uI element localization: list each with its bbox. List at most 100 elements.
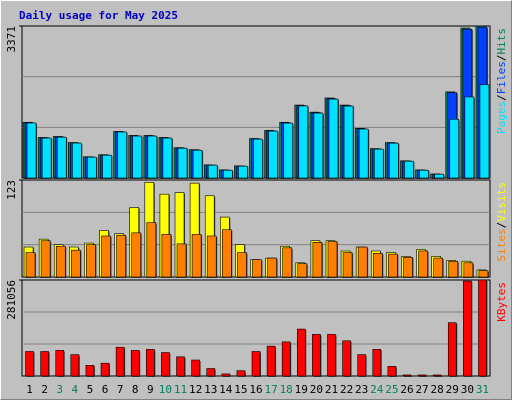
legend: Pages/Files/Hits <box>495 28 508 134</box>
legend-entry: Visits <box>495 182 508 222</box>
bar <box>116 234 126 278</box>
legend-entry: Sites <box>495 228 508 261</box>
bar <box>358 128 369 179</box>
bar <box>102 154 112 179</box>
bar <box>238 165 248 179</box>
bar <box>252 259 262 278</box>
bar <box>70 354 80 377</box>
x-tick-label: 3 <box>56 383 63 396</box>
bar <box>87 156 97 179</box>
bar <box>418 250 428 278</box>
bar <box>463 280 472 377</box>
bar-shadow <box>434 375 443 377</box>
x-tick-label: 23 <box>355 383 368 396</box>
legend-entry: Pages <box>495 101 508 134</box>
bar <box>206 368 216 377</box>
legend: KBytes <box>495 282 508 322</box>
bar <box>222 229 232 278</box>
x-tick-label: 2 <box>41 383 48 396</box>
x-tick-label: 8 <box>132 383 139 396</box>
bar <box>448 260 459 278</box>
bar <box>282 247 292 278</box>
bar <box>25 252 36 278</box>
x-tick-label: 13 <box>204 383 217 396</box>
bar <box>357 246 368 278</box>
bar <box>177 147 188 179</box>
bar <box>297 263 308 278</box>
bar <box>55 245 66 278</box>
bar <box>372 349 382 377</box>
bar <box>26 122 37 179</box>
x-tick-label: 21 <box>325 383 338 396</box>
bar-shadow <box>403 375 412 377</box>
x-tick-label: 5 <box>87 383 94 396</box>
x-tick-label: 26 <box>400 383 413 396</box>
legend: Sites/Visits <box>495 182 508 262</box>
bar <box>251 351 261 377</box>
x-tick-label: 30 <box>461 383 474 396</box>
bar <box>357 354 366 377</box>
x-tick-label: 12 <box>189 383 202 396</box>
bar <box>342 340 351 377</box>
bar <box>296 328 306 377</box>
bar <box>403 256 413 278</box>
bar <box>40 351 49 377</box>
bar <box>267 257 277 278</box>
bar <box>72 142 82 179</box>
legend-entry: Files <box>495 61 508 94</box>
bar <box>312 334 321 377</box>
x-tick-label: 16 <box>249 383 262 396</box>
bar <box>207 164 218 179</box>
chart-title: Daily usage for May 2025 <box>19 9 178 22</box>
bar <box>161 234 172 278</box>
legend-separator: / <box>495 55 508 62</box>
bar <box>478 270 489 278</box>
bar <box>268 130 278 179</box>
bar <box>146 222 157 278</box>
x-tick-label: 17 <box>264 383 277 396</box>
bar <box>176 356 185 377</box>
x-tick-label: 18 <box>280 383 293 396</box>
x-tick-label: 1 <box>26 383 33 396</box>
bar <box>147 135 158 179</box>
bar <box>86 244 96 278</box>
x-tick-label: 14 <box>219 383 233 396</box>
x-tick-label: 31 <box>476 383 489 396</box>
bar-shadow <box>419 375 428 377</box>
bar <box>266 345 276 377</box>
bar <box>237 252 247 278</box>
bar <box>221 373 231 377</box>
bar <box>253 138 263 179</box>
bar <box>478 279 487 377</box>
bar <box>176 243 187 278</box>
x-tick-label: 24 <box>370 383 384 396</box>
bar <box>327 241 338 278</box>
x-tick-label: 6 <box>102 383 109 396</box>
bar <box>434 173 444 179</box>
bar <box>236 370 246 377</box>
bar <box>433 257 443 278</box>
bar <box>146 349 155 377</box>
bar <box>223 169 233 179</box>
x-tick-label: 4 <box>72 383 79 396</box>
bar <box>71 249 81 278</box>
bar <box>130 350 140 377</box>
bar <box>131 232 142 278</box>
bar <box>373 148 384 179</box>
bar <box>192 149 203 179</box>
bar <box>313 112 324 179</box>
y-tick-label: 3371 <box>5 26 18 53</box>
bar <box>283 122 293 179</box>
bar <box>449 118 460 179</box>
x-tick-label: 20 <box>310 383 323 396</box>
y-tick-label: 123 <box>5 180 18 200</box>
bar <box>417 374 427 377</box>
bar <box>327 334 336 377</box>
bar <box>191 234 202 278</box>
bar <box>56 136 67 179</box>
x-tick-label: 11 <box>174 383 187 396</box>
x-tick-label: 10 <box>159 383 172 396</box>
x-tick-label: 29 <box>446 383 459 396</box>
